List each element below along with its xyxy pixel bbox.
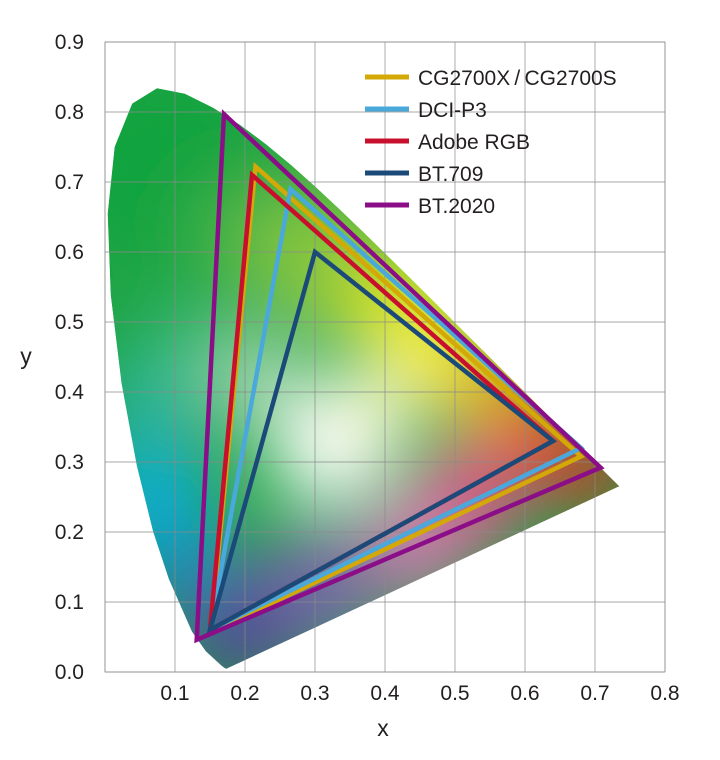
y-tick-label: 0.2	[55, 521, 84, 544]
legend-label: DCI-P3	[418, 99, 487, 122]
gamut-triangle-1	[206, 184, 585, 634]
y-tick-label: 0.5	[55, 311, 84, 334]
y-tick-label: 0.4	[55, 381, 85, 404]
x-tick-label: 0.2	[230, 682, 259, 705]
x-tick-label: 0.1	[160, 682, 189, 705]
gamut-triangle-4	[194, 109, 605, 644]
y-tick-label: 0.8	[55, 101, 84, 124]
x-axis-label: x	[377, 715, 389, 741]
legend-label: Adobe RGB	[418, 131, 530, 154]
y-tick-label: 0.3	[55, 451, 84, 474]
x-tick-label: 0.7	[580, 682, 609, 705]
gamut-triangle-3	[206, 248, 558, 635]
y-tick-label: 0.9	[55, 31, 84, 54]
y-axis-label: y	[20, 343, 32, 369]
plot-frame	[104, 41, 666, 673]
x-tick-label: 0.4	[370, 682, 400, 705]
x-tick-label: 0.8	[650, 682, 679, 705]
y-tick-label: 0.1	[55, 591, 84, 614]
legend: CG2700X / CG2700S DCI-P3 Adobe RGB BT.709 BT…	[365, 67, 617, 218]
legend-label: BT.2020	[418, 195, 495, 218]
x-tick-label: 0.3	[300, 682, 329, 705]
y-tick-label: 0.6	[55, 241, 84, 264]
x-tick-label: 0.6	[510, 682, 539, 705]
tick-label-group: 0.1 0.2 0.3 0.4 0.5 0.6 0.7 0.8 0.0 0.1 0.2 0.3 0.4 0…	[55, 31, 680, 705]
y-tick-label: 0.0	[55, 661, 84, 684]
legend-label: BT.709	[418, 163, 483, 186]
grid-group	[104, 41, 666, 673]
spectral-locus-group	[107, 88, 620, 669]
legend-label: CG2700X / CG2700S	[418, 67, 617, 90]
x-tick-label: 0.5	[440, 682, 469, 705]
y-tick-label: 0.7	[55, 171, 84, 194]
gamut-series-group	[194, 109, 605, 644]
